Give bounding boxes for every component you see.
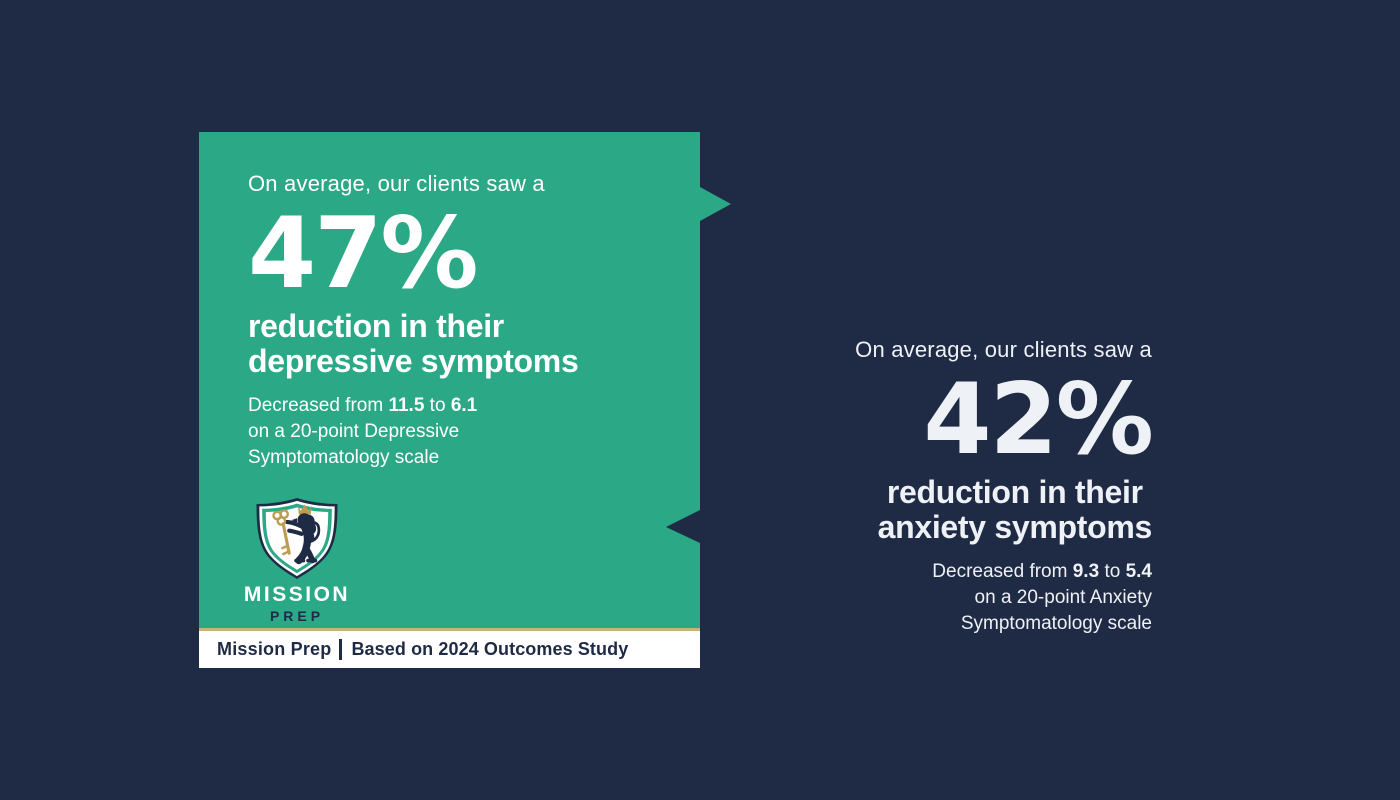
detail-to-value: 5.4 — [1125, 561, 1152, 583]
anxiety-percent-value: 42% — [923, 362, 1154, 477]
depression-stat-card-body: On average, our clients saw a 47% reduct… — [199, 132, 700, 628]
anxiety-detail-line2: on a 20-point Anxiety — [974, 587, 1152, 609]
anxiety-eyebrow-text: On average, our clients saw a — [855, 337, 1152, 362]
attribution-footer: Mission Prep Based on 2024 Outcomes Stud… — [199, 631, 700, 668]
detail-prefix: Decreased from — [248, 395, 384, 417]
card-tail-right-arrow — [700, 187, 731, 221]
footer-brand-name: Mission Prep — [217, 639, 332, 659]
depression-headline-line2: depressive symptoms — [248, 343, 579, 380]
footer-separator-bar — [339, 639, 343, 660]
detail-to-value: 6.1 — [450, 395, 478, 417]
depression-detail-line1: Decreased from 11.5 to 6.1 — [248, 393, 682, 419]
anxiety-detail-line3: Symptomatology scale — [960, 613, 1152, 635]
detail-connector: to — [1104, 561, 1121, 583]
depression-detail: Decreased from 11.5 to 6.1 on a 20-point… — [248, 393, 682, 471]
key-icon — [272, 509, 291, 556]
card-notch-left-arrow — [666, 510, 700, 543]
anxiety-detail-line1: Decreased from 9.3 to 5.4 — [932, 559, 1152, 585]
depression-percent-value: 47% — [248, 196, 479, 311]
footer-study-note: Based on 2024 Outcomes Study — [351, 639, 629, 659]
detail-from-value: 11.5 — [388, 395, 425, 417]
depression-eyebrow-text: On average, our clients saw a — [248, 171, 545, 196]
depression-headline-line1: reduction in their — [248, 307, 504, 344]
detail-connector: to — [429, 395, 446, 417]
anxiety-headline-line1: reduction in their — [886, 473, 1143, 510]
depression-detail-line3: Symptomatology scale — [248, 447, 440, 469]
depression-stat-card: On average, our clients saw a 47% reduct… — [199, 132, 700, 668]
anxiety-stat-block: On average, our clients saw a 42% reduct… — [855, 336, 1154, 637]
anxiety-detail: Decreased from 9.3 to 5.4 on a 20-point … — [932, 559, 1152, 637]
logo-wordmark-mission: MISSION — [243, 583, 351, 607]
logo-wordmark-prep: PREP — [269, 608, 325, 625]
lion-icon — [284, 513, 321, 565]
anxiety-headline-line2: anxiety symptoms — [877, 509, 1153, 546]
mission-prep-shield-icon — [256, 498, 338, 580]
mission-prep-logo: MISSION PREP — [241, 496, 353, 624]
detail-from-value: 9.3 — [1072, 561, 1100, 583]
depression-headline: reduction in their depressive symptoms — [248, 307, 682, 381]
anxiety-headline: reduction in their anxiety symptoms — [877, 473, 1153, 547]
gold-divider-line — [199, 628, 700, 631]
depression-detail-line2: on a 20-point Depressive — [248, 421, 460, 443]
crown-icon — [297, 504, 312, 515]
detail-prefix: Decreased from — [932, 561, 1068, 583]
